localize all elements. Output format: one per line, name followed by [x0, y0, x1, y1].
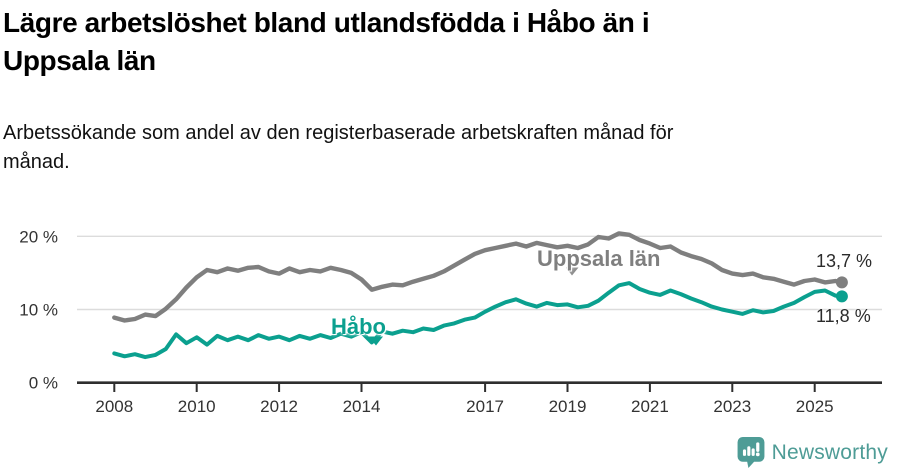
page-title: Lägre arbetslöshet bland utlandsfödda i …: [3, 4, 863, 80]
newsworthy-logo-icon: [737, 437, 765, 468]
x-axis-tick-label: 2019: [549, 397, 587, 416]
habo-label-arrow-icon: [368, 336, 383, 346]
series-line-habo: [112, 281, 844, 360]
page-title-line2: Uppsala län: [3, 45, 156, 76]
end-value-label-habo: 11,8 %: [816, 306, 871, 326]
x-axis-tick-label: 2008: [95, 397, 133, 416]
x-axis-tick-label: 2025: [796, 397, 834, 416]
uppsala-label-arrow-icon: [566, 267, 579, 276]
x-axis-tick-label: 2012: [260, 397, 298, 416]
x-axis-tick-label: 2017: [466, 397, 504, 416]
newsworthy-logo-text: Newsworthy: [771, 440, 888, 464]
x-axis-tick-label: 2010: [178, 397, 216, 416]
series-label-habo: Håbo: [331, 314, 386, 339]
y-axis-tick-label: 10 %: [19, 301, 58, 320]
page-subtitle: Arbetssökande som andel av den registerb…: [3, 119, 863, 177]
series-label-uppsala-lan: Uppsala län: [537, 246, 661, 271]
end-value-label-uppsala-lan: 13,7 %: [816, 251, 873, 271]
series-end-dot-uppsala-lan: [835, 276, 848, 289]
x-axis-tick-label: 2021: [631, 397, 669, 416]
x-axis-tick-label: 2023: [713, 397, 751, 416]
newsworthy-logo-link[interactable]: Newsworthy: [737, 437, 888, 468]
page-title-line1: Lägre arbetslöshet bland utlandsfödda i …: [3, 7, 650, 38]
series-line-uppsala-lan: [112, 231, 845, 323]
x-axis-tick-label: 2014: [343, 397, 381, 416]
y-axis-tick-label: 0 %: [29, 374, 58, 393]
page-subtitle-line2: månad.: [3, 151, 70, 173]
y-axis-tick-label: 20 %: [19, 227, 58, 246]
series-end-dot-habo: [835, 290, 848, 303]
page-subtitle-line1: Arbetssökande som andel av den registerb…: [3, 122, 674, 144]
